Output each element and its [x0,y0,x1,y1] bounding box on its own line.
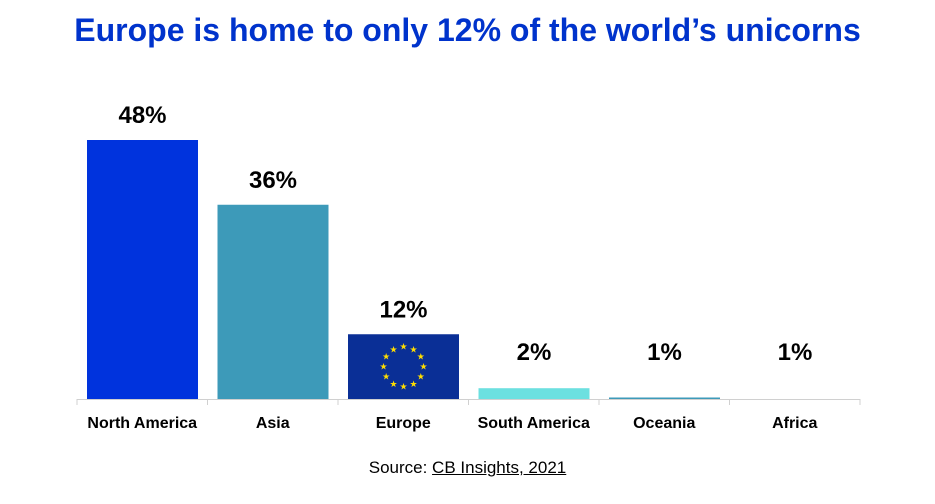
source-note: Source: CB Insights, 2021 [0,458,935,478]
value-label-south-america: 2% [517,339,552,366]
bar-oceania [609,397,720,399]
category-label-asia: Asia [256,415,290,432]
svg-text:★: ★ [382,373,390,383]
svg-text:★: ★ [409,345,417,355]
svg-text:★: ★ [417,373,425,383]
svg-text:★: ★ [382,353,390,363]
category-label-europe: Europe [376,415,431,432]
bars-group: ★ ★★★★★★★★★★★ [87,140,851,399]
bar-africa [740,398,851,399]
source-link[interactable]: CB Insights, 2021 [432,458,567,477]
x-axis [76,399,861,405]
chart-title: Europe is home to only 12% of the world’… [74,12,861,48]
source-prefix: Source: [368,458,433,477]
category-labels-group: North America Asia Europe South America Ocea… [87,415,817,432]
category-label-oceania: Oceania [633,415,695,432]
value-labels-group: 48% 36% 12% 2% 1% 1% [118,102,812,366]
bar-north-america [87,140,198,399]
bar-europe: ★ ★★★★★★★★★★★ [348,334,459,399]
bar-asia [217,204,329,399]
category-label-north-america: North America [87,415,197,432]
svg-text:★: ★ [419,363,427,373]
value-label-asia: 36% [249,167,297,194]
svg-text:★: ★ [399,343,407,353]
category-label-south-america: South America [478,415,590,432]
svg-text:★: ★ [379,363,387,373]
value-label-europe: 12% [379,296,427,323]
svg-text:★: ★ [389,380,397,390]
svg-text:★: ★ [389,345,397,355]
svg-text:★: ★ [399,383,407,393]
eu-flag-icon: ★ ★★★★★★★★★★★ [379,343,427,393]
category-label-africa: Africa [772,415,817,432]
value-label-africa: 1% [778,339,813,366]
value-label-oceania: 1% [647,339,682,366]
bar-south-america [478,388,590,399]
svg-text:★: ★ [409,380,417,390]
value-label-north-america: 48% [118,102,166,129]
svg-text:★: ★ [417,353,425,363]
